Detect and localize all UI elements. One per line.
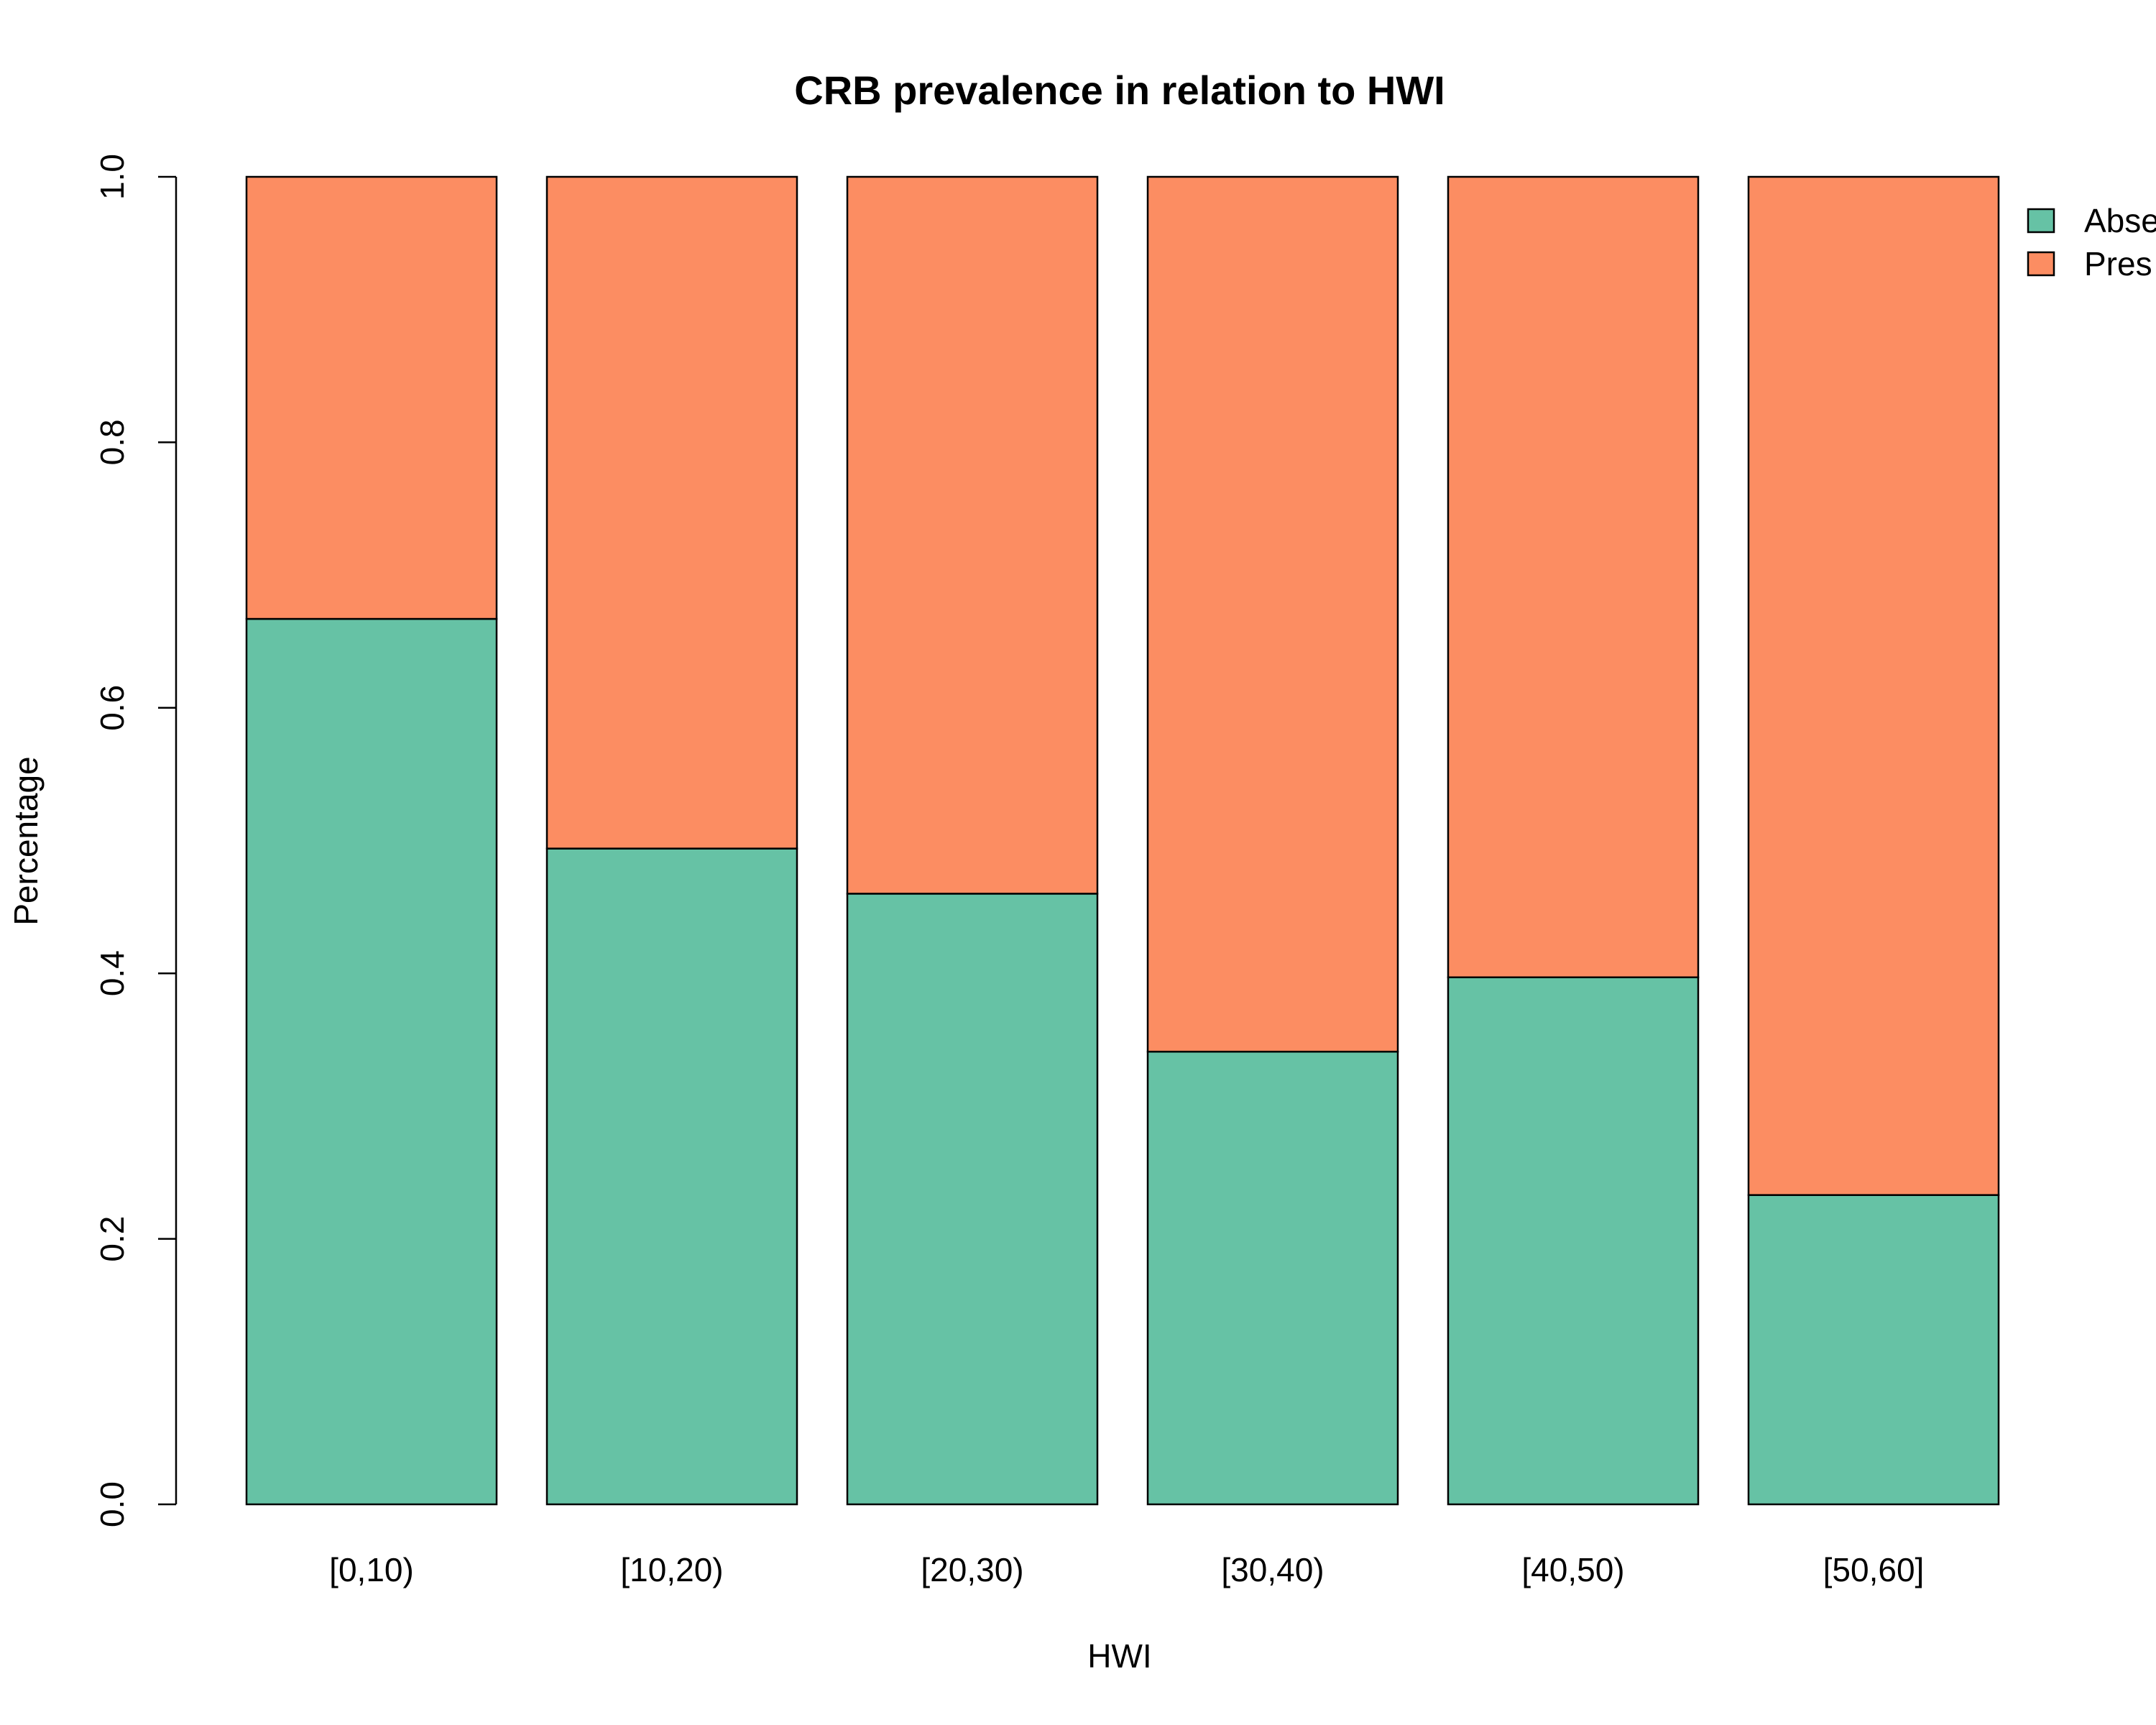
y-tick-label: 0.0 bbox=[93, 1481, 131, 1527]
legend-label-absent: Abse bbox=[2084, 202, 2156, 239]
y-tick-label: 0.8 bbox=[93, 419, 131, 465]
x-tick-label: [0,10) bbox=[329, 1551, 414, 1588]
bar-absent-3 bbox=[1146, 1050, 1399, 1506]
y-tick-label: 0.6 bbox=[93, 685, 131, 731]
bar-absent-2 bbox=[846, 893, 1099, 1506]
legend: Abse Pres bbox=[2027, 202, 2156, 282]
x-tick-label: [10,20) bbox=[620, 1551, 723, 1588]
bar-present-0 bbox=[245, 175, 498, 620]
bar-present-4 bbox=[1447, 175, 1700, 978]
bars bbox=[245, 175, 2000, 1506]
x-tick-label: [40,50) bbox=[1521, 1551, 1624, 1588]
y-axis-label: Percentage bbox=[7, 756, 45, 925]
bar-present-1 bbox=[545, 175, 798, 850]
x-axis-label: HWI bbox=[1087, 1637, 1151, 1675]
y-tick-label: 0.4 bbox=[93, 950, 131, 996]
bar-absent-4 bbox=[1447, 976, 1700, 1506]
y-axis: 0.0 0.2 0.4 0.6 0.8 1.0 bbox=[93, 154, 178, 1527]
legend-swatch-present bbox=[2027, 251, 2055, 277]
y-tick-label: 1.0 bbox=[93, 154, 131, 200]
bar-present-2 bbox=[846, 175, 1099, 895]
x-axis-tick-labels: [0,10) [10,20) [20,30) [30,40) [40,50) [50,60… bbox=[329, 1551, 1924, 1588]
bar-absent-1 bbox=[545, 847, 798, 1506]
legend-label-present: Pres bbox=[2084, 245, 2152, 282]
chart-title: CRB prevalence in relation to HWI bbox=[794, 68, 1445, 113]
bar-absent-0 bbox=[245, 617, 498, 1506]
x-tick-label: [30,40) bbox=[1221, 1551, 1324, 1588]
x-tick-label: [50,60] bbox=[1823, 1551, 1925, 1588]
y-tick-label: 0.2 bbox=[93, 1216, 131, 1262]
x-tick-label: [20,30) bbox=[921, 1551, 1023, 1588]
bar-absent-5 bbox=[1747, 1194, 2000, 1506]
bar-present-3 bbox=[1146, 175, 1399, 1053]
bar-present-5 bbox=[1747, 175, 2000, 1196]
legend-swatch-absent bbox=[2027, 208, 2055, 234]
